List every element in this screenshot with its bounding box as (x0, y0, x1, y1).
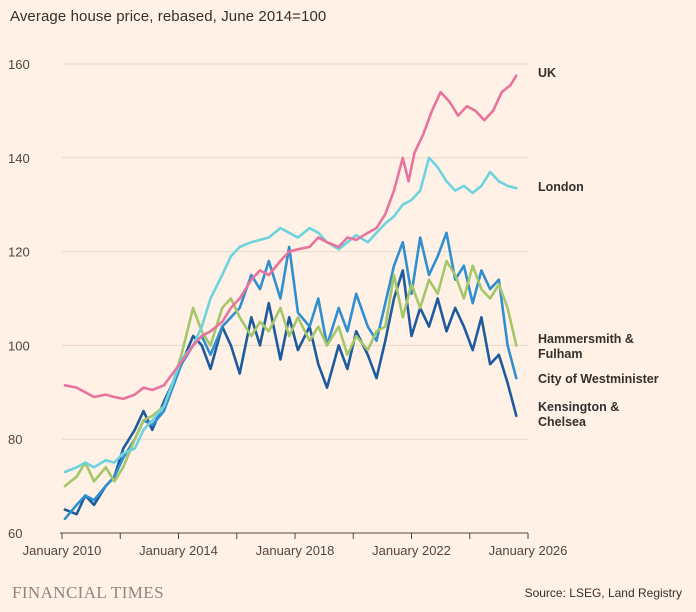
series-line-kensington-chelsea (63, 269, 518, 516)
series-lines (63, 74, 518, 521)
y-tick-label: 140 (8, 151, 30, 166)
series-label-kensington-chelsea: Kensington & (538, 400, 619, 414)
gridlines (62, 63, 528, 440)
series-label-kensington-chelsea: Chelsea (538, 415, 587, 429)
chart-title: Average house price, rebased, June 2014=… (10, 8, 327, 25)
y-axis-tick-labels: 60 80 100 120 140 160 (8, 57, 30, 541)
series-line-uk (63, 74, 518, 401)
series-labels: UK London Hammersmith &Fulham City of Westm… (538, 66, 659, 429)
series-label-uk: UK (538, 66, 556, 80)
series-line-hammersmith-fulham (63, 259, 518, 488)
series-line-city-of-westminister (63, 231, 518, 521)
x-tick-label: January 2010 (23, 543, 102, 558)
series-label-london: London (538, 180, 584, 194)
y-tick-label: 100 (8, 338, 30, 353)
y-tick-label: 160 (8, 57, 30, 72)
series-label-city-of-westminister: City of Westminister (538, 372, 659, 386)
y-tick-label: 80 (8, 432, 22, 447)
source-note: Source: LSEG, Land Registry (524, 586, 682, 600)
series-line-london (63, 156, 518, 474)
x-tick-label: January 2014 (139, 543, 218, 558)
x-axis: January 2010 January 2014 January 2018 Janu… (23, 532, 568, 558)
series-label-hammersmith-fulham: Hammersmith & (538, 332, 634, 346)
brand-logo: FINANCIAL TIMES (12, 583, 164, 602)
y-tick-label: 120 (8, 245, 30, 260)
x-tick-label: January 2022 (372, 543, 451, 558)
series-label-hammersmith-fulham: Fulham (538, 347, 582, 361)
x-tick-label: January 2026 (489, 543, 568, 558)
x-tick-label: January 2018 (256, 543, 335, 558)
y-tick-label: 60 (8, 526, 22, 541)
